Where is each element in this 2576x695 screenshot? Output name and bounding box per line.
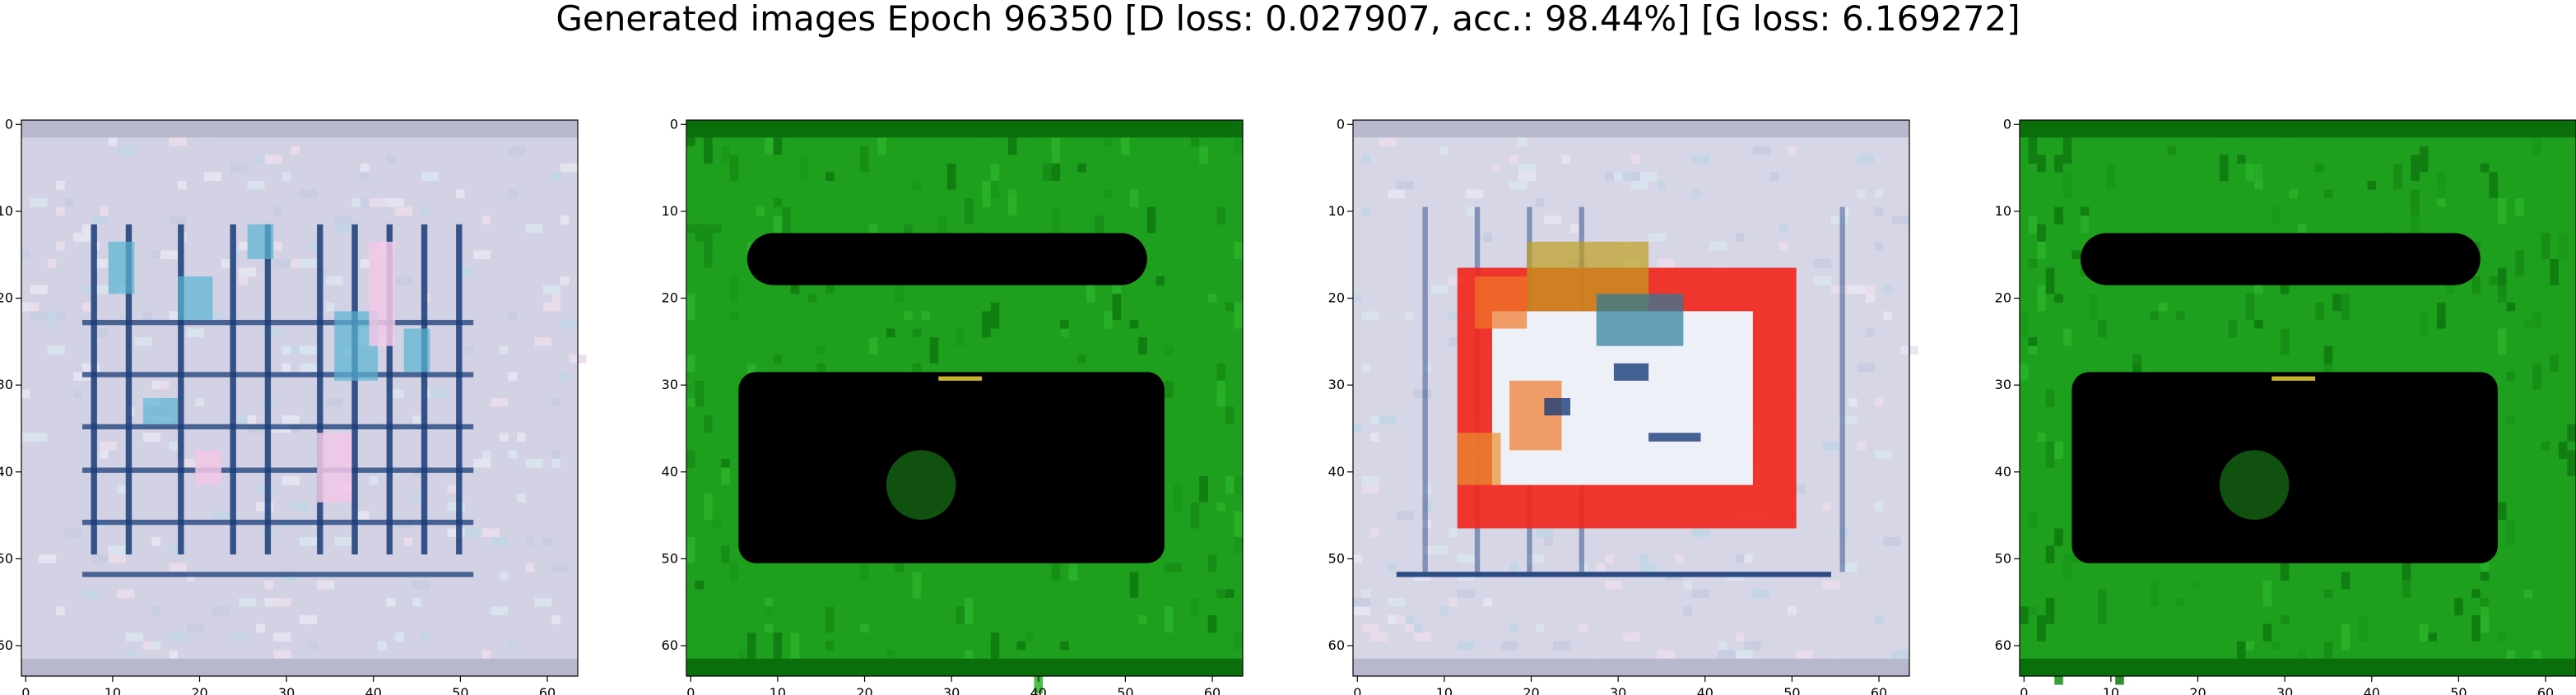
y-tick-label: 40 xyxy=(1328,464,1345,480)
x-tick-label: 30 xyxy=(2276,685,2293,695)
y-tick-label: 0 xyxy=(1337,116,1345,132)
axes-frame xyxy=(2019,119,2576,677)
y-tick-label: 10 xyxy=(1328,203,1345,219)
x-tick-label: 60 xyxy=(2537,685,2554,695)
x-tick-label: 10 xyxy=(770,685,786,695)
x-tick-label: 0 xyxy=(686,685,695,695)
image-panel-4: 0 10 20 30 40 50 60 0 10 20 30 40 50 60 xyxy=(1995,116,2576,695)
y-tick-label: 10 xyxy=(662,203,678,219)
y-tick-label: 60 xyxy=(1995,637,2011,653)
y-tick-label: 20 xyxy=(1328,290,1345,306)
y-tick-label: 10 xyxy=(1995,203,2011,219)
y-tick-label: 0 xyxy=(670,116,678,132)
x-tick-label: 20 xyxy=(1523,685,1539,695)
x-tick-label: 50 xyxy=(2450,685,2467,695)
image-pixels xyxy=(1353,120,1918,676)
x-tick-label: 50 xyxy=(1117,685,1133,695)
y-tick-label: 50 xyxy=(1328,550,1345,566)
figure-title: Generated images Epoch 96350 [D loss: 0.… xyxy=(556,0,2020,39)
x-tick-label: 60 xyxy=(539,685,556,695)
y-tick-label: 40 xyxy=(0,464,13,480)
x-tick-label: 20 xyxy=(2189,685,2206,695)
image-pixels xyxy=(2020,120,2576,685)
y-tick-label: 50 xyxy=(662,550,678,566)
y-tick-label: 10 xyxy=(0,203,13,219)
image-pixels xyxy=(21,120,587,676)
x-tick-label: 40 xyxy=(2364,685,2380,695)
x-tick-label: 40 xyxy=(1697,685,1713,695)
image-panel-3: 0 10 20 30 40 50 60 0 10 20 30 40 50 60 xyxy=(1328,116,1918,695)
y-tick-label: 20 xyxy=(662,290,678,306)
y-tick-label: 60 xyxy=(0,637,13,653)
y-tick-label: 30 xyxy=(0,377,13,392)
lower-block xyxy=(738,372,1165,563)
y-tick-label: 0 xyxy=(2003,116,2011,132)
y-tick-label: 20 xyxy=(1995,290,2011,306)
y-tick-label: 50 xyxy=(1995,550,2011,566)
x-tick-label: 0 xyxy=(2020,685,2028,695)
x-tick-label: 20 xyxy=(191,685,207,695)
y-tick-label: 40 xyxy=(1995,464,2011,480)
x-tick-label: 20 xyxy=(856,685,872,695)
y-tick-label: 20 xyxy=(0,290,13,306)
x-tick-label: 50 xyxy=(1783,685,1800,695)
y-tick-label: 30 xyxy=(1328,377,1345,392)
x-tick-label: 50 xyxy=(452,685,468,695)
x-tick-label: 10 xyxy=(105,685,121,695)
image-panel-2: 0 10 20 30 40 50 60 0 10 20 30 40 50 60 xyxy=(662,116,1244,695)
y-tick-label: 30 xyxy=(662,377,678,392)
image-plot: 0 10 20 30 40 50 60 0 10 20 30 40 50 60 xyxy=(1995,116,2576,695)
image-plot: 0 10 20 30 40 50 60 0 10 20 30 40 50 60 xyxy=(0,116,587,695)
image-plot: 0 10 20 30 40 50 60 0 10 20 30 40 50 60 xyxy=(662,116,1244,695)
x-tick-label: 10 xyxy=(2103,685,2119,695)
y-tick-label: 50 xyxy=(0,550,13,566)
y-tick-label: 60 xyxy=(1328,637,1345,653)
image-plot: 0 10 20 30 40 50 60 0 10 20 30 40 50 60 xyxy=(1328,116,1918,695)
x-tick-label: 40 xyxy=(1030,685,1047,695)
upper-block xyxy=(2080,233,2481,285)
y-tick-label: 0 xyxy=(5,116,13,132)
y-tick-label: 30 xyxy=(1995,377,2011,392)
x-tick-label: 0 xyxy=(1353,685,1361,695)
x-tick-label: 30 xyxy=(278,685,295,695)
x-tick-label: 40 xyxy=(365,685,382,695)
x-tick-label: 60 xyxy=(1871,685,1887,695)
axes-frame xyxy=(1352,119,1910,677)
lower-block xyxy=(2071,372,2498,563)
x-tick-label: 10 xyxy=(1436,685,1453,695)
x-tick-label: 0 xyxy=(21,685,30,695)
x-tick-label: 60 xyxy=(1204,685,1221,695)
axes-frame xyxy=(21,119,579,677)
image-panel-1: 0 10 20 30 40 50 60 0 10 20 30 40 50 60 xyxy=(0,116,587,695)
upper-block xyxy=(746,233,1147,285)
y-tick-label: 60 xyxy=(662,637,678,653)
x-tick-label: 30 xyxy=(1610,685,1626,695)
image-pixels xyxy=(686,120,1243,694)
x-tick-label: 30 xyxy=(943,685,960,695)
y-tick-label: 40 xyxy=(662,464,678,480)
axes-frame xyxy=(686,119,1244,677)
image-background xyxy=(21,120,578,676)
